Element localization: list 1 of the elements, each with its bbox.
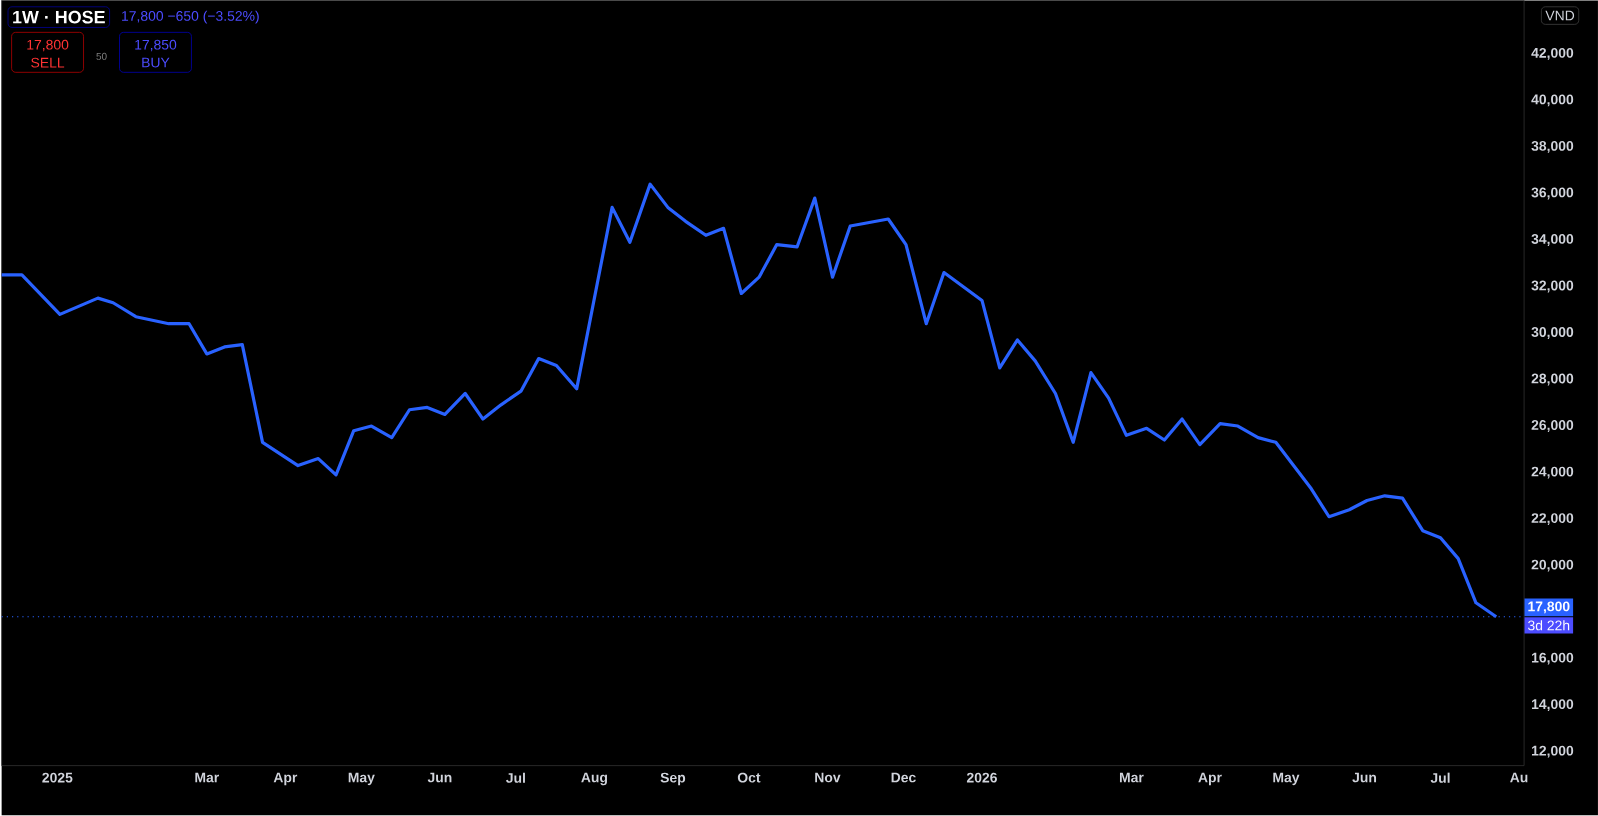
chart-title: 1W · HOSE [13,10,105,24]
